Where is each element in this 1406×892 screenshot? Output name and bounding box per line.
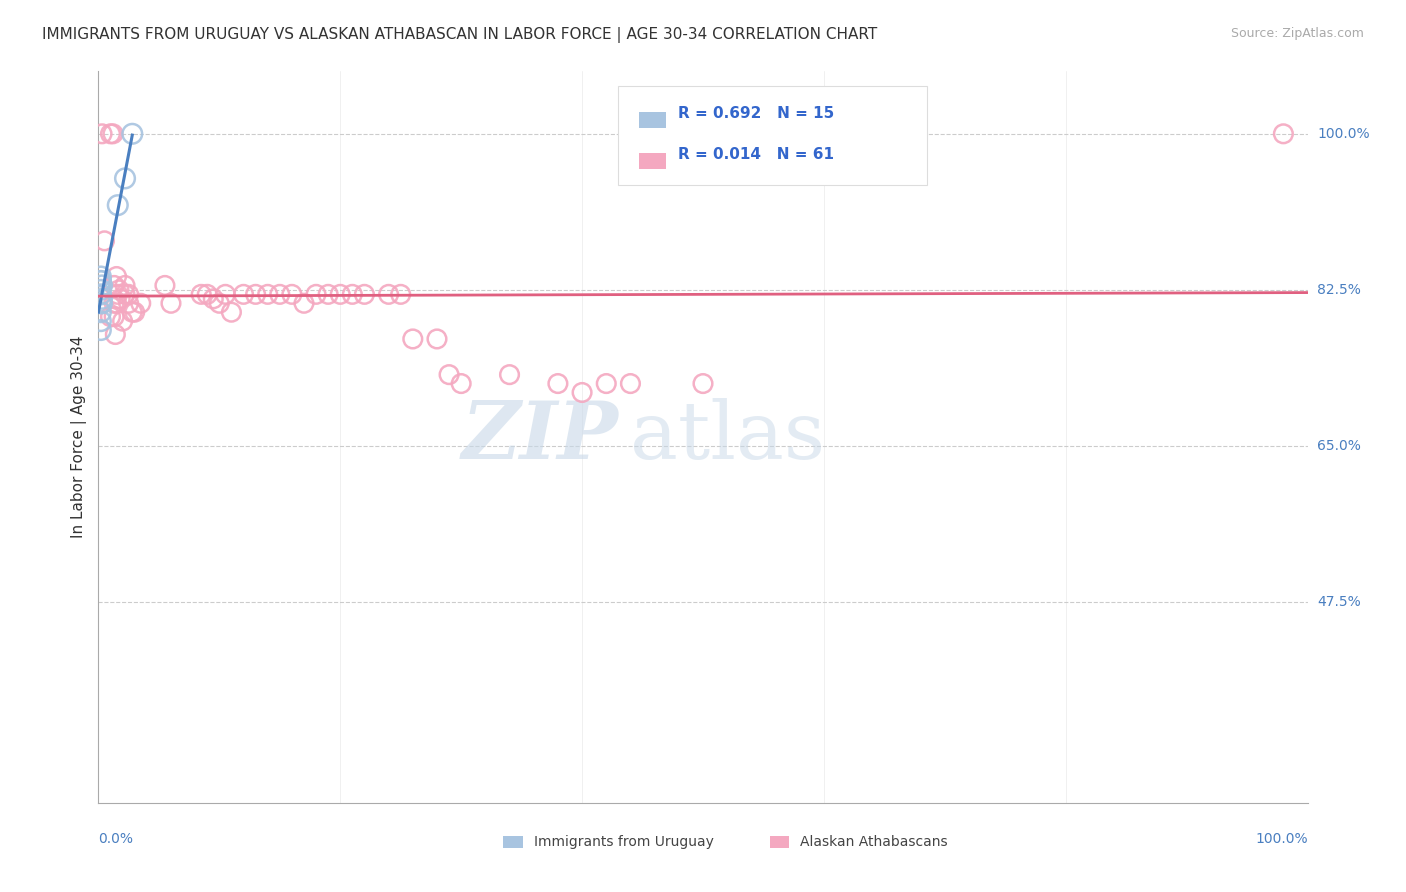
Point <box>100 310 122 324</box>
Text: Immigrants from Uruguay: Immigrants from Uruguay <box>534 835 714 849</box>
Text: ZIP: ZIP <box>461 399 619 475</box>
Point <box>111 314 134 328</box>
FancyBboxPatch shape <box>503 837 523 848</box>
Point <box>245 287 267 301</box>
Point <box>90 287 112 301</box>
Point <box>108 292 131 306</box>
Point <box>90 274 112 288</box>
Point <box>160 296 183 310</box>
Point <box>103 296 125 310</box>
Point <box>107 198 129 212</box>
Point <box>214 287 236 301</box>
Point <box>90 323 112 337</box>
FancyBboxPatch shape <box>769 837 789 848</box>
Point <box>124 305 146 319</box>
FancyBboxPatch shape <box>638 153 665 169</box>
Point <box>90 269 112 284</box>
Point <box>353 287 375 301</box>
Text: 100.0%: 100.0% <box>1256 832 1308 846</box>
Text: 65.0%: 65.0% <box>1317 439 1361 453</box>
Text: IMMIGRANTS FROM URUGUAY VS ALASKAN ATHABASCAN IN LABOR FORCE | AGE 30-34 CORRELA: IMMIGRANTS FROM URUGUAY VS ALASKAN ATHAB… <box>42 27 877 43</box>
Point <box>316 287 339 301</box>
Point <box>118 287 141 301</box>
Point <box>256 287 278 301</box>
Point <box>153 278 176 293</box>
Point <box>107 287 129 301</box>
Point <box>195 287 218 301</box>
Point <box>221 305 243 319</box>
Point <box>90 283 112 297</box>
Point <box>269 287 291 301</box>
Point <box>202 292 225 306</box>
Text: 47.5%: 47.5% <box>1317 595 1361 609</box>
Point <box>93 234 115 248</box>
Point <box>103 278 125 293</box>
Point <box>108 283 131 297</box>
Point <box>426 332 449 346</box>
Point <box>208 296 231 310</box>
Text: R = 0.014   N = 61: R = 0.014 N = 61 <box>678 147 834 162</box>
Point <box>389 287 412 301</box>
Point <box>1272 127 1295 141</box>
Point <box>121 127 143 141</box>
Point <box>402 332 425 346</box>
Text: 100.0%: 100.0% <box>1317 127 1369 141</box>
Text: 82.5%: 82.5% <box>1317 283 1361 297</box>
Point <box>190 287 212 301</box>
Point <box>91 296 114 310</box>
Point <box>129 296 152 310</box>
Y-axis label: In Labor Force | Age 30-34: In Labor Force | Age 30-34 <box>72 335 87 539</box>
Point <box>91 127 114 141</box>
Point <box>103 310 125 324</box>
Point <box>114 278 136 293</box>
Point <box>90 274 112 288</box>
Point <box>101 127 124 141</box>
Point <box>105 269 128 284</box>
Point <box>100 127 122 141</box>
Point <box>498 368 520 382</box>
Point <box>342 287 364 301</box>
Point <box>281 287 304 301</box>
Text: 0.0%: 0.0% <box>98 832 134 846</box>
Text: Source: ZipAtlas.com: Source: ZipAtlas.com <box>1230 27 1364 40</box>
FancyBboxPatch shape <box>619 86 927 185</box>
Point <box>547 376 569 391</box>
Point <box>114 287 136 301</box>
Point <box>90 314 112 328</box>
Point <box>437 368 460 382</box>
Point <box>619 376 641 391</box>
Text: R = 0.692   N = 15: R = 0.692 N = 15 <box>678 106 834 121</box>
Point <box>377 287 399 301</box>
Point <box>90 305 112 319</box>
Point <box>329 287 352 301</box>
Point <box>571 385 593 400</box>
Point <box>91 278 114 293</box>
Point <box>232 287 254 301</box>
Point <box>121 305 143 319</box>
Point <box>90 296 112 310</box>
Point <box>114 171 136 186</box>
Point <box>692 376 714 391</box>
Text: atlas: atlas <box>630 398 825 476</box>
Point <box>450 376 472 391</box>
Point <box>105 296 128 310</box>
Point <box>104 327 127 342</box>
Point <box>292 296 315 310</box>
Text: Alaskan Athabascans: Alaskan Athabascans <box>800 835 948 849</box>
Point <box>118 296 141 310</box>
Point <box>91 292 114 306</box>
Point <box>305 287 328 301</box>
FancyBboxPatch shape <box>638 112 665 128</box>
Point <box>595 376 617 391</box>
